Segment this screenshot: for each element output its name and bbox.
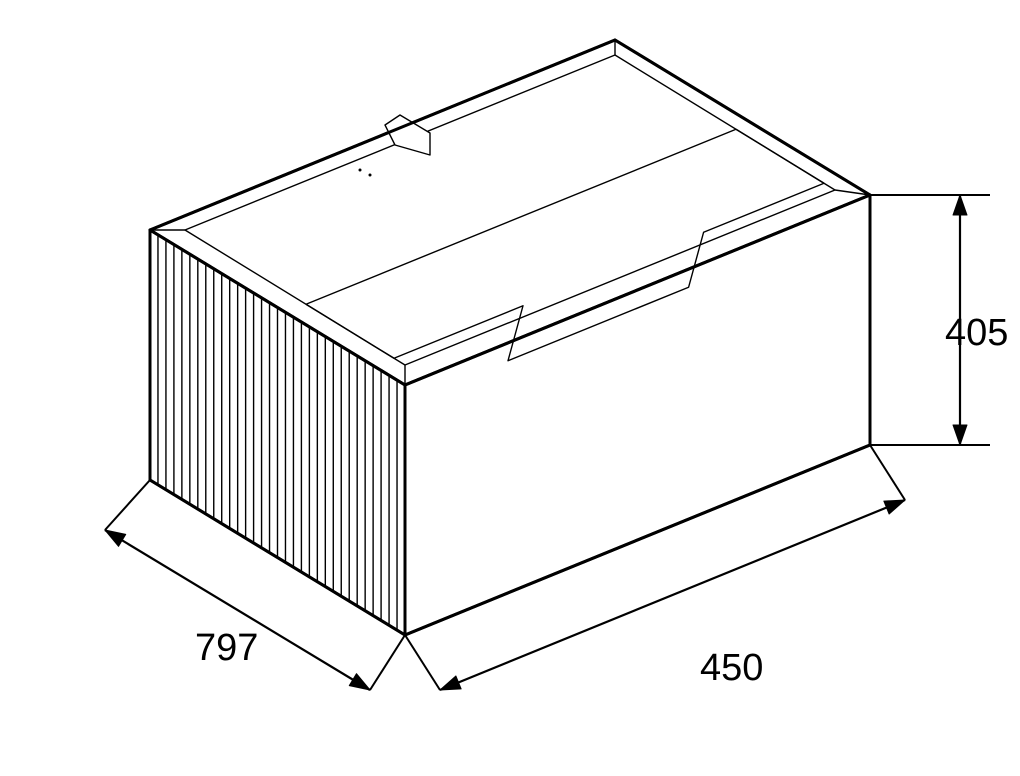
cabinet-isometric-drawing: 797 450 405 (0, 0, 1020, 776)
dim-depth-label: 450 (700, 647, 763, 689)
dim-height-label: 405 (945, 312, 1008, 354)
dim-width-label: 797 (195, 627, 258, 669)
